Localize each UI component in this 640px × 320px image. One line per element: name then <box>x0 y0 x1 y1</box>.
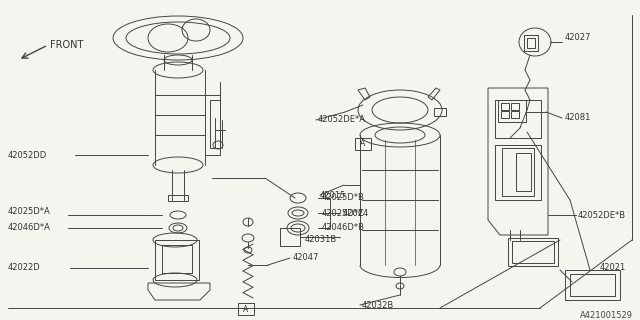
Bar <box>527 38 535 48</box>
Text: 42025D*B: 42025D*B <box>322 194 365 203</box>
Bar <box>565 270 620 300</box>
Text: 42046D*A: 42046D*A <box>8 223 51 233</box>
Bar <box>511 111 519 118</box>
Text: 42046D*B: 42046D*B <box>322 223 365 233</box>
Bar <box>502 148 534 196</box>
Text: 42032B: 42032B <box>362 300 394 309</box>
Text: 42024: 42024 <box>343 209 369 218</box>
Bar <box>155 240 199 280</box>
Bar <box>512 241 554 263</box>
Text: 42027: 42027 <box>565 34 591 43</box>
Bar <box>168 195 188 201</box>
Text: A421001529: A421001529 <box>580 310 633 319</box>
Text: 42031B: 42031B <box>305 236 337 244</box>
Text: 42081: 42081 <box>565 114 591 123</box>
Bar <box>495 145 541 200</box>
Bar <box>524 35 538 51</box>
Bar <box>516 153 531 191</box>
Text: 42021: 42021 <box>600 263 627 273</box>
Bar <box>280 228 300 246</box>
Bar <box>162 245 192 273</box>
Bar <box>501 103 509 110</box>
Text: 42022D: 42022D <box>8 263 41 273</box>
Bar <box>434 108 446 116</box>
Text: FRONT: FRONT <box>50 40 83 50</box>
Text: A: A <box>360 140 365 148</box>
Text: 42052DE*B: 42052DE*B <box>578 211 626 220</box>
Text: 42025D*C: 42025D*C <box>322 209 365 218</box>
Text: 42015: 42015 <box>320 190 346 199</box>
Bar <box>238 303 254 315</box>
Bar <box>570 274 615 296</box>
Bar <box>210 100 220 148</box>
Bar <box>501 111 509 118</box>
Bar <box>508 238 558 266</box>
Bar <box>498 100 526 122</box>
Bar <box>355 138 371 150</box>
Bar <box>511 103 519 110</box>
Bar <box>495 100 541 138</box>
Text: 42047: 42047 <box>293 253 319 262</box>
Text: A: A <box>243 305 248 314</box>
Text: 42025D*A: 42025D*A <box>8 207 51 217</box>
Text: 42052DD: 42052DD <box>8 150 47 159</box>
Text: 42052DE*A: 42052DE*A <box>318 116 366 124</box>
